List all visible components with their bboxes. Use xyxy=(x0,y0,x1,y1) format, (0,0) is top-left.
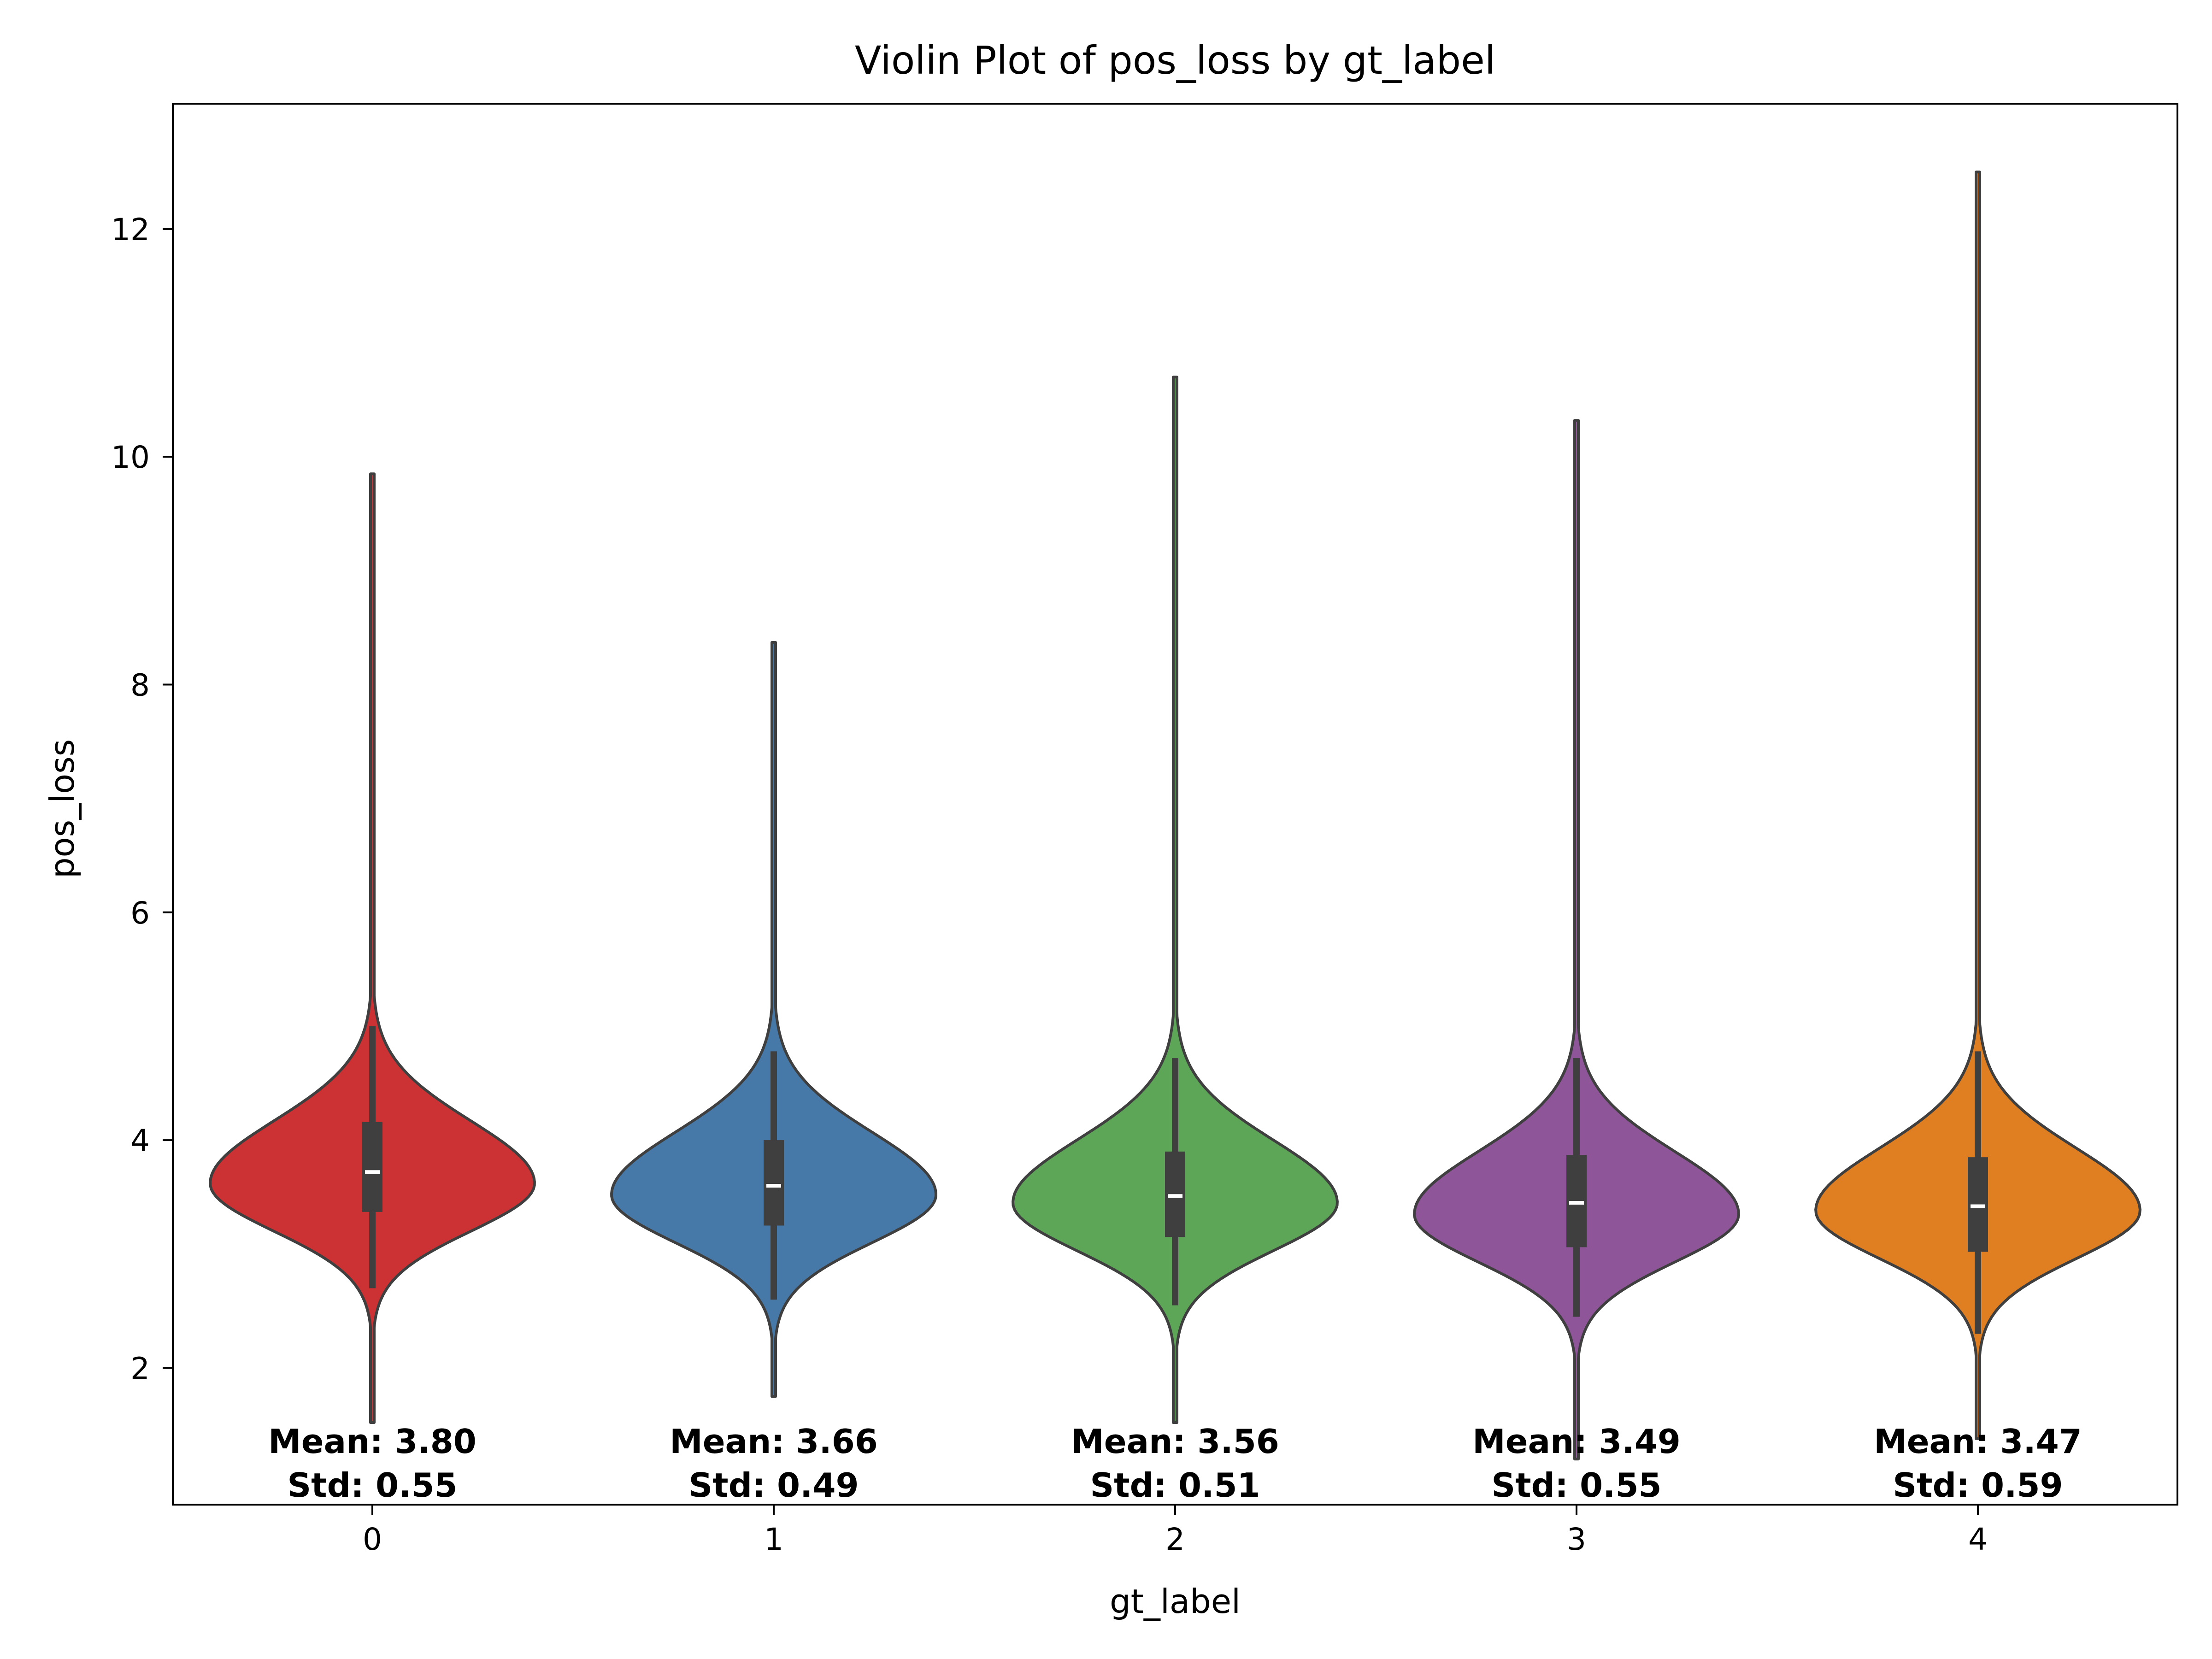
violin-body-2 xyxy=(1012,376,1339,1424)
std-label-4: Std: 0.59 xyxy=(1893,1466,2063,1505)
x-axis-label: gt_label xyxy=(1110,1582,1241,1621)
y-axis-label: pos_loss xyxy=(43,739,82,878)
std-label-1: Std: 0.49 xyxy=(688,1466,859,1505)
stats-layer: Mean: 3.80 Std: 0.55 Mean: 3.66 Std: 0.49 Me… xyxy=(268,1422,2082,1505)
violin-body-4 xyxy=(1814,171,2141,1440)
y-tick-label-4: 4 xyxy=(130,1123,150,1159)
violin-iqr-box-0 xyxy=(362,1122,382,1212)
std-label-0: Std: 0.55 xyxy=(287,1466,457,1505)
std-label-3: Std: 0.55 xyxy=(1491,1466,1661,1505)
violin-body-3 xyxy=(1413,419,1740,1461)
y-tick-label-2: 2 xyxy=(130,1351,150,1386)
violins-layer xyxy=(209,171,2141,1461)
violin-body-0 xyxy=(209,472,536,1424)
violin-body-1 xyxy=(610,641,937,1398)
mean-label-2: Mean: 3.56 xyxy=(1071,1422,1279,1461)
x-tick-label-0: 0 xyxy=(363,1522,382,1557)
x-tick-label-2: 2 xyxy=(1165,1522,1185,1557)
y-tick-label-12: 12 xyxy=(111,212,150,247)
x-tick-label-3: 3 xyxy=(1567,1522,1586,1557)
mean-label-4: Mean: 3.47 xyxy=(1874,1422,2082,1461)
chart-title: Violin Plot of pos_loss by gt_label xyxy=(855,38,1495,83)
std-label-2: Std: 0.51 xyxy=(1090,1466,1260,1505)
mean-label-1: Mean: 3.66 xyxy=(670,1422,878,1461)
mean-label-3: Mean: 3.49 xyxy=(1472,1422,1681,1461)
y-tick-label-8: 8 xyxy=(130,667,150,703)
plot-frame xyxy=(172,103,2178,1506)
y-tick-label-10: 10 xyxy=(111,440,150,475)
violin-iqr-box-1 xyxy=(764,1140,784,1226)
x-tick-label-4: 4 xyxy=(1968,1522,1988,1557)
mean-label-0: Mean: 3.80 xyxy=(268,1422,477,1461)
x-tick-label-1: 1 xyxy=(764,1522,783,1557)
y-tick-label-6: 6 xyxy=(130,895,150,931)
